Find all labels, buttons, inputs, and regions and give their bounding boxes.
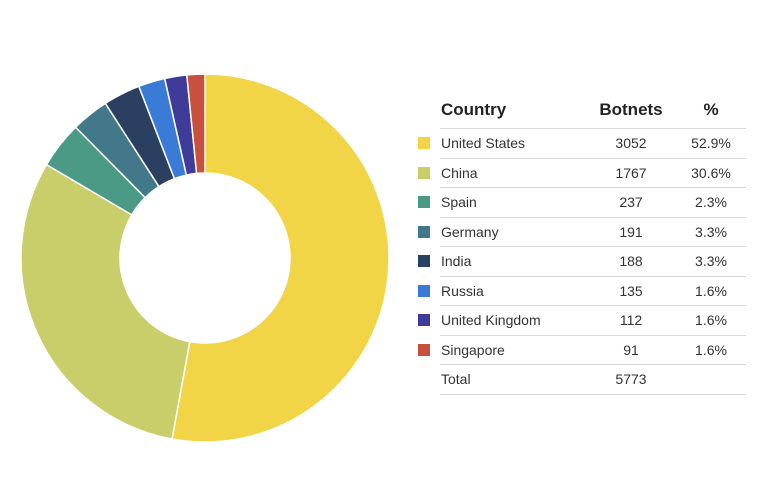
legend-swatch-united-kingdom: [418, 314, 430, 327]
table-row-united-states: United States 3052 52.9%: [418, 128, 746, 159]
cell-total-label: Total: [440, 364, 586, 395]
table-row-total: Total 5773: [418, 364, 746, 395]
legend-table: Country Botnets % United States 3052 52.9%…: [418, 96, 746, 395]
legend-swatch-cell: [418, 247, 440, 277]
table-row-singapore: Singapore 91 1.6%: [418, 334, 746, 365]
cell-country: United States: [440, 128, 586, 158]
cell-percent: 1.6%: [676, 305, 746, 335]
slice-china: [20, 163, 191, 440]
legend-swatch-russia: [418, 284, 430, 297]
legend-swatch-cell: [418, 129, 440, 159]
cell-percent: 52.9%: [676, 128, 746, 158]
header-spacer: [418, 96, 440, 129]
donut-chart: [20, 73, 390, 443]
legend-swatch-cell: [418, 217, 440, 247]
cell-percent: 1.6%: [676, 275, 746, 306]
cell-total-percent: [676, 364, 746, 395]
cell-botnets: 112: [586, 305, 676, 335]
cell-percent: 1.6%: [676, 334, 746, 365]
legend-swatch-germany: [418, 225, 430, 238]
cell-botnets: 191: [586, 216, 676, 247]
cell-botnets: 3052: [586, 128, 676, 158]
header-botnets: Botnets: [599, 100, 663, 119]
legend-swatch-singapore: [418, 343, 430, 356]
cell-botnets: 1767: [586, 157, 676, 188]
legend-swatch-cell: [418, 306, 440, 336]
cell-botnets: 135: [586, 275, 676, 306]
table-row-spain: Spain 237 2.3%: [418, 187, 746, 218]
legend-swatch-cell: [418, 276, 440, 306]
cell-total-value: 5773: [586, 364, 676, 395]
cell-country: Russia: [440, 275, 586, 306]
legend-swatch-china: [418, 166, 430, 179]
cell-botnets: 188: [586, 246, 676, 276]
table-row-russia: Russia 135 1.6%: [418, 275, 746, 306]
cell-percent: 30.6%: [676, 157, 746, 188]
table-row-united-kingdom: United Kingdom 112 1.6%: [418, 305, 746, 336]
legend-swatch-cell: [418, 158, 440, 188]
cell-country: United Kingdom: [440, 305, 586, 335]
legend-swatch-cell: [418, 188, 440, 218]
total-spacer: [418, 365, 440, 395]
cell-botnets: 91: [586, 334, 676, 365]
cell-country: Germany: [440, 216, 586, 247]
cell-percent: 2.3%: [676, 187, 746, 217]
slice-united-states: [171, 73, 390, 443]
legend-swatch-cell: [418, 335, 440, 365]
cell-country: China: [440, 157, 586, 188]
legend-swatch-india: [418, 255, 430, 268]
legend-swatch-spain: [418, 196, 430, 209]
cell-percent: 3.3%: [676, 246, 746, 276]
slice-singapore: [185, 73, 206, 175]
table-row-germany: Germany 191 3.3%: [418, 216, 746, 247]
header-country: Country: [441, 100, 507, 119]
table-row-china: China 1767 30.6%: [418, 157, 746, 188]
cell-country: Singapore: [440, 334, 586, 365]
table-body: United States 3052 52.9% China 1767 30.6% Spai…: [418, 128, 746, 395]
legend-swatch-united-states: [418, 137, 430, 150]
table-row-india: India 188 3.3%: [418, 246, 746, 277]
cell-percent: 3.3%: [676, 216, 746, 247]
table-header-row: Country Botnets %: [418, 96, 746, 129]
cell-botnets: 237: [586, 187, 676, 217]
header-percent: %: [703, 100, 719, 119]
cell-country: India: [440, 246, 586, 276]
cell-country: Spain: [440, 187, 586, 217]
